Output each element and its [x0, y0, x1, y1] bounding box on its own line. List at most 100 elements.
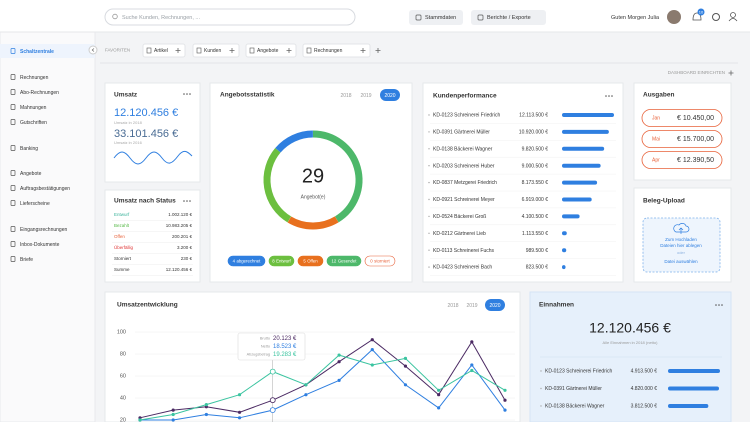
sidebar-item[interactable]: Abo-Rechnungen: [20, 90, 59, 96]
status-label: Überfällig: [114, 244, 134, 250]
expense-value: € 15.700,00: [677, 136, 714, 143]
kpi-value: 33.101.456 €: [114, 128, 178, 140]
sidebar-item[interactable]: Briefe: [20, 257, 33, 263]
kpi-value: 12.120.456 €: [114, 107, 178, 119]
row-bullet: [428, 114, 430, 116]
status-pill-label: 12 Gesendet: [332, 259, 358, 264]
sidebar-item[interactable]: Auftragsbestätigungen: [20, 186, 70, 192]
sidebar-item[interactable]: Eingangsrechnungen: [20, 227, 67, 233]
sidebar-item[interactable]: Lieferscheine: [20, 201, 50, 207]
sidebar-item[interactable]: Rechnungen: [20, 75, 49, 81]
more-dot[interactable]: [183, 93, 185, 95]
line-point: [138, 418, 142, 422]
tooltip-point: [269, 407, 276, 414]
customer-label: KD-0391 Gärtnerei Müller: [433, 130, 490, 136]
row-bullet: [540, 387, 542, 390]
collapse-button[interactable]: [88, 45, 98, 55]
year-tab[interactable]: 2018: [340, 93, 351, 99]
favorite-chip[interactable]: [142, 43, 186, 58]
users-icon[interactable]: [730, 12, 736, 18]
sidebar-item[interactable]: Schaltzentrale: [20, 49, 54, 55]
plus-icon[interactable]: [360, 48, 366, 53]
favorite-label[interactable]: Rechnungen: [314, 48, 343, 54]
favorite-label[interactable]: Kunden: [204, 48, 221, 54]
year-tab[interactable]: 2019: [466, 303, 477, 309]
sidebar-item[interactable]: Inbox-Dokumente: [20, 242, 60, 248]
more-dot[interactable]: [186, 200, 188, 202]
more-dot[interactable]: [608, 95, 610, 97]
expense-month: Apr: [652, 157, 660, 163]
sidebar-icon: [10, 119, 16, 125]
more-dot[interactable]: [186, 93, 188, 95]
collapse-arrow: [91, 48, 95, 52]
more-dot[interactable]: [605, 95, 607, 97]
favorite-chip[interactable]: [192, 43, 240, 58]
drop-zone[interactable]: [642, 217, 721, 273]
pill-count: 5: [303, 259, 306, 264]
top-button-label[interactable]: Berichte / Exporte: [487, 15, 531, 21]
more-dot[interactable]: [611, 95, 613, 97]
row-bullet: [428, 215, 430, 218]
more-dot[interactable]: [189, 93, 191, 95]
more-dot[interactable]: [718, 304, 720, 306]
top-button[interactable]: [471, 10, 546, 25]
plus-icon[interactable]: [229, 48, 235, 53]
sidebar-item[interactable]: Banking: [20, 146, 38, 152]
favorite-chip[interactable]: [245, 43, 297, 58]
year-tab[interactable]: 2020: [489, 303, 500, 309]
sidebar-item[interactable]: Mahnungen: [20, 105, 47, 111]
status-pill[interactable]: [227, 255, 266, 267]
row-bullet: [428, 131, 430, 133]
search-box[interactable]: [104, 8, 356, 26]
year-pill[interactable]: [485, 299, 505, 311]
more-dot[interactable]: [721, 304, 723, 306]
row-bullet: [428, 266, 430, 268]
sidebar-active: [0, 44, 95, 58]
year-pill[interactable]: [380, 89, 400, 101]
bell-icon[interactable]: [692, 12, 702, 21]
customer-value: 9.000.500 €: [522, 163, 549, 169]
tooltip-point: [269, 368, 276, 375]
plus-icon[interactable]: [728, 70, 734, 76]
status-pill[interactable]: [268, 255, 295, 267]
plus-icon[interactable]: [286, 48, 292, 53]
sidebar-item[interactable]: Angebote: [20, 171, 42, 177]
more-dot[interactable]: [189, 200, 191, 202]
favorite-label[interactable]: Artikel: [154, 48, 168, 54]
card-title: Kundenperformance: [433, 93, 497, 100]
sidebar-icon: [10, 226, 16, 232]
status-pill[interactable]: [297, 255, 324, 267]
line-point: [437, 393, 441, 397]
status-pill[interactable]: [364, 255, 396, 267]
search-placeholder[interactable]: Suche Kunden, Rechnungen, ...: [122, 15, 200, 21]
upload-button[interactable]: Datei auswählen: [664, 259, 698, 264]
status-pill[interactable]: [326, 255, 362, 267]
dashboard-setup[interactable]: DASHBOARD EINRICHTEN: [668, 70, 725, 75]
favorite-label[interactable]: Angebote: [257, 48, 279, 54]
tooltip-point: [269, 397, 276, 404]
line-point: [171, 408, 175, 412]
plus-icon[interactable]: [175, 48, 181, 53]
year-tab[interactable]: 2018: [447, 303, 458, 309]
y-tick-label: 60: [120, 373, 126, 379]
settings-icon[interactable]: [712, 13, 720, 21]
plus-icon[interactable]: [375, 48, 381, 53]
sidebar-icon: [10, 74, 16, 80]
more-dot[interactable]: [183, 200, 185, 202]
status-pill-label: 0 storniert: [370, 259, 390, 264]
button-icon: [477, 14, 484, 21]
year-tab[interactable]: 2020: [384, 93, 395, 99]
line-point: [204, 402, 208, 407]
year-tab[interactable]: 2019: [360, 93, 371, 99]
top-button[interactable]: [409, 10, 463, 25]
favorite-chip[interactable]: [302, 43, 371, 58]
pill-name: Entwurf: [276, 259, 291, 264]
row-bullet: [540, 405, 542, 407]
sidebar-icon: [10, 185, 16, 191]
more-dot[interactable]: [715, 304, 717, 306]
customer-value: 10.920.000 €: [519, 130, 548, 136]
customer-label: KD-0212 Gärtnerei Lieb: [433, 231, 486, 237]
top-button-label[interactable]: Stammdaten: [425, 15, 456, 21]
sidebar-item[interactable]: Gutschriften: [20, 120, 47, 126]
avatar[interactable]: [667, 10, 681, 24]
